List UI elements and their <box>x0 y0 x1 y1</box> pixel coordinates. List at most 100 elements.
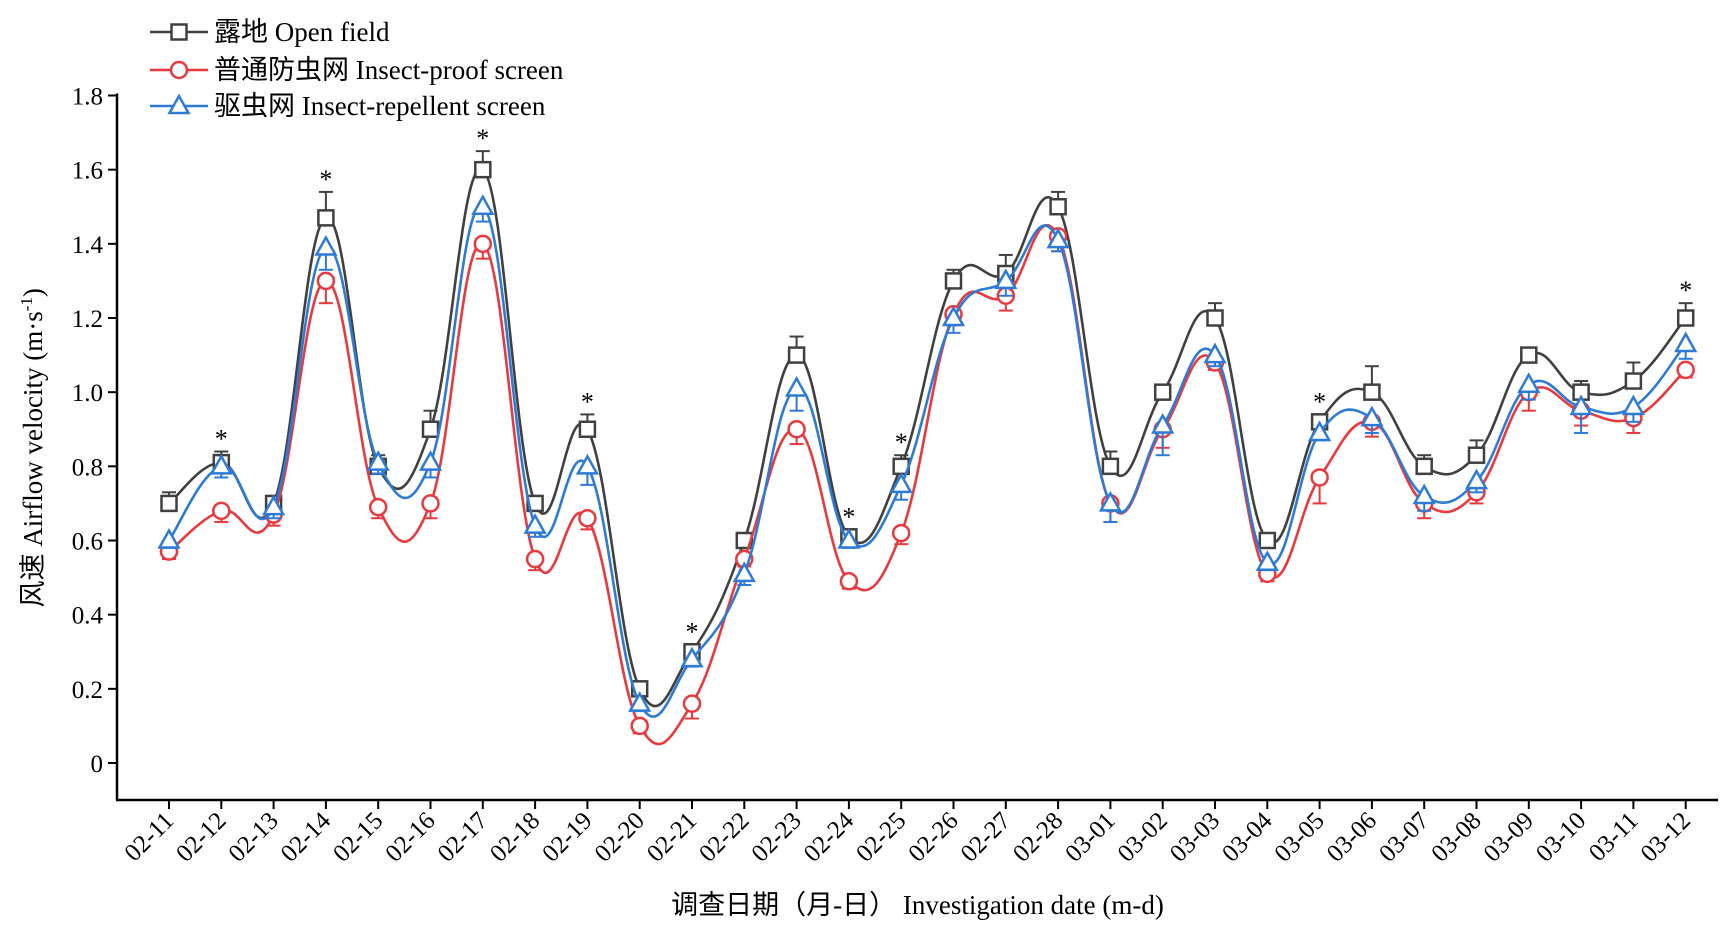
x-tick-label: 03-08 <box>1426 807 1486 867</box>
insect-repellent-point <box>314 234 338 256</box>
x-tick-label: 02-21 <box>642 807 702 867</box>
x-tick-label: 03-03 <box>1165 807 1225 867</box>
x-tick-label: 02-25 <box>851 807 911 867</box>
insect-proof-point <box>368 497 388 517</box>
insect-proof-point <box>421 494 440 513</box>
significance-star: * <box>686 617 699 646</box>
y-axis-title-main: 风速 Airflow velocity (m·s <box>18 311 48 607</box>
insect-repellent-point <box>1674 331 1698 353</box>
x-tick-label: 02-11 <box>120 807 180 867</box>
y-tick-label: 0 <box>91 751 104 778</box>
x-tick-label: 02-17 <box>433 807 493 867</box>
open-field-point <box>1467 446 1486 464</box>
insect-repellent-point <box>1203 342 1227 364</box>
insect-proof-point <box>787 420 806 439</box>
y-axis-title: 风速 Airflow velocity (m·s-1) <box>17 288 48 607</box>
insect-repellent-point <box>628 691 652 712</box>
significance-star: * <box>215 425 228 454</box>
insect-repellent-point <box>1569 394 1593 416</box>
open-field-point <box>1206 309 1224 327</box>
insect-proof-point <box>630 716 649 736</box>
x-axis-ticks: 02-1102-1202-1302-1402-1502-1602-1702-18… <box>120 800 1696 867</box>
legend: 露地 Open field 普通防虫网 Insect-proof screen 驱虫… <box>150 17 564 121</box>
y-tick-label: 1.2 <box>72 306 103 333</box>
legend-label: 露地 Open field <box>214 17 390 47</box>
insect-repellent-point <box>837 527 861 549</box>
y-tick-label: 0.8 <box>72 454 103 481</box>
open-field-point <box>1101 457 1120 476</box>
insect-proof-point <box>1310 468 1329 487</box>
y-tick-label: 1.8 <box>72 84 103 111</box>
insect-proof-point <box>891 523 911 543</box>
series-layer <box>157 150 1698 746</box>
x-tick-label: 02-18 <box>485 807 545 867</box>
open-field-point <box>421 420 440 438</box>
open-field-point <box>160 494 178 513</box>
x-tick-label: 02-24 <box>799 807 860 868</box>
insect-repellent-point <box>209 453 233 475</box>
insect-repellent-point <box>1151 412 1175 434</box>
insect-repellent-point <box>366 450 390 471</box>
x-tick-label: 03-05 <box>1270 807 1330 867</box>
insect-repellent-point <box>1464 468 1489 490</box>
insect-repellent-point <box>418 450 443 471</box>
y-axis-title-superscript: -1 <box>17 297 36 311</box>
x-tick-label: 03-01 <box>1060 807 1120 867</box>
significance-star: * <box>1313 387 1326 416</box>
open-field-point <box>578 420 597 438</box>
axes: 00.20.40.60.81.01.21.41.61.8 02-1102-120… <box>72 84 1718 867</box>
insect-repellent-point <box>994 268 1018 290</box>
y-tick-label: 0.2 <box>72 677 103 704</box>
insect-repellent-point <box>1307 420 1332 442</box>
significance-star: * <box>842 502 855 531</box>
legend-label: 普通防虫网 Insect-proof screen <box>214 55 564 85</box>
insect-repellent-point <box>1098 490 1123 512</box>
insect-proof-point <box>525 549 545 569</box>
open-field-point <box>1363 383 1381 401</box>
insect-proof-point <box>473 234 493 254</box>
insect-proof-point <box>1676 360 1695 380</box>
x-tick-label: 03-07 <box>1374 807 1434 867</box>
insect-repellent-point <box>471 194 495 215</box>
legend-item: 普通防虫网 Insect-proof screen <box>150 55 564 85</box>
y-tick-label: 1.6 <box>72 158 103 185</box>
x-tick-label: 02-27 <box>956 807 1016 867</box>
insect-repellent-point <box>261 494 286 516</box>
significance-star: * <box>319 165 332 194</box>
x-tick-label: 03-12 <box>1636 807 1696 867</box>
open-field-point <box>787 346 806 364</box>
significance-star: * <box>1679 276 1692 305</box>
insect-repellent-point <box>941 305 966 327</box>
x-tick-label: 03-04 <box>1217 807 1278 868</box>
x-tick-label: 02-13 <box>224 807 284 867</box>
insect-repellent-point <box>1255 550 1279 571</box>
open-field-point <box>1258 531 1277 550</box>
insect-repellent-line <box>167 205 1687 718</box>
significance-star: * <box>581 387 594 416</box>
open-field-point <box>474 160 492 179</box>
x-tick-label: 02-23 <box>747 807 807 867</box>
insect-repellent-point <box>680 646 704 668</box>
x-tick-label: 03-09 <box>1479 807 1539 867</box>
significance-star: * <box>476 124 489 153</box>
insect-repellent-point <box>1046 227 1070 249</box>
legend-marker <box>169 60 189 80</box>
x-tick-label: 02-12 <box>171 807 231 867</box>
x-tick-label: 02-19 <box>537 807 597 867</box>
insect-repellent-point <box>1517 372 1541 393</box>
y-tick-label: 0.4 <box>72 603 104 630</box>
insect-repellent-point <box>1621 394 1646 416</box>
open-field-point <box>1415 457 1433 476</box>
insect-proof-point <box>682 694 702 713</box>
insect-proof-point <box>316 271 336 291</box>
insect-repellent-point <box>575 453 600 475</box>
insect-repellent-point <box>784 375 809 397</box>
series-insect-repellent <box>157 194 1698 718</box>
open-field-line <box>168 167 1687 708</box>
legend-marker <box>167 93 191 115</box>
insect-repellent-point <box>523 513 547 534</box>
insect-repellent-point <box>1412 483 1436 505</box>
x-axis-title: 调查日期（月-日） Investigation date (m-d) <box>671 890 1164 920</box>
x-tick-label: 02-15 <box>328 807 388 867</box>
